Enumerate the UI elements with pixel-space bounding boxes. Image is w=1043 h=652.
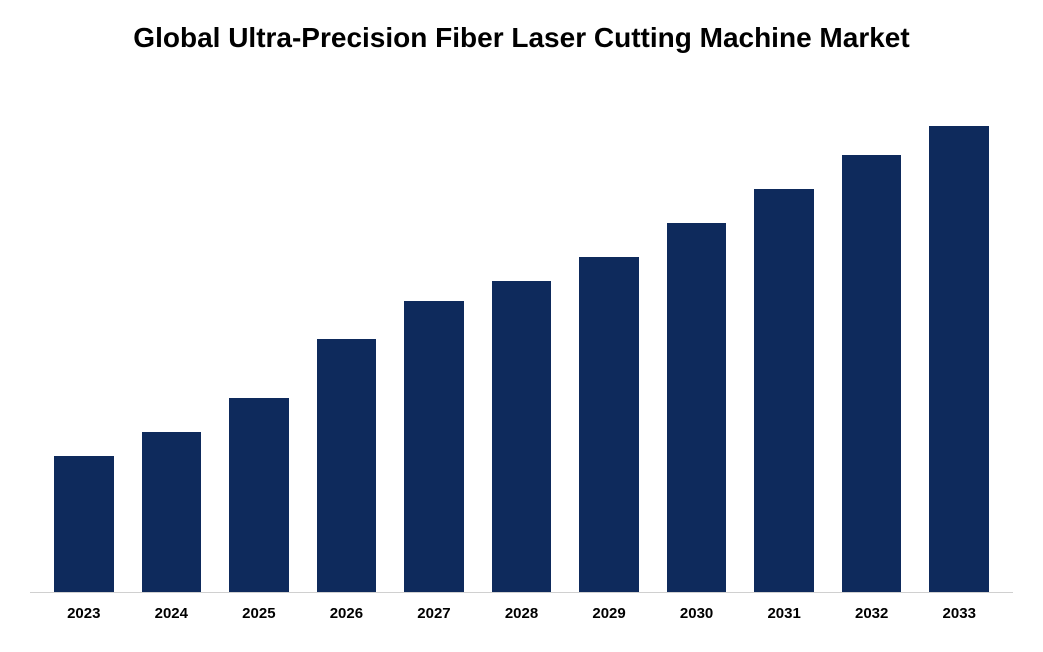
bar-group <box>40 106 128 592</box>
bar <box>142 432 202 592</box>
x-axis-label: 2031 <box>740 605 828 622</box>
bar <box>579 257 639 592</box>
x-axis-label: 2028 <box>478 605 566 622</box>
bar-group <box>828 106 916 592</box>
x-axis-label: 2032 <box>828 605 916 622</box>
bar <box>929 126 989 592</box>
x-axis-label: 2029 <box>565 605 653 622</box>
bar-group <box>915 106 1003 592</box>
bar-group <box>128 106 216 592</box>
bar <box>667 223 727 592</box>
bar <box>404 301 464 592</box>
x-axis-label: 2027 <box>390 605 478 622</box>
chart-container: Global Ultra-Precision Fiber Laser Cutti… <box>0 0 1043 652</box>
bar <box>317 339 377 592</box>
bar <box>754 189 814 592</box>
x-axis-label: 2026 <box>303 605 391 622</box>
bar <box>842 155 902 592</box>
bar <box>492 281 552 592</box>
bar-group <box>215 106 303 592</box>
bar-group <box>653 106 741 592</box>
chart-title: Global Ultra-Precision Fiber Laser Cutti… <box>30 20 1013 56</box>
chart-area: 2023202420252026202720282029203020312032… <box>30 106 1013 622</box>
x-axis-label: 2033 <box>915 605 1003 622</box>
bar-group <box>740 106 828 592</box>
bar <box>54 456 114 592</box>
bar-group <box>303 106 391 592</box>
bar-group <box>390 106 478 592</box>
x-axis-label: 2025 <box>215 605 303 622</box>
x-axis-label: 2030 <box>653 605 741 622</box>
bar <box>229 398 289 592</box>
bar-group <box>478 106 566 592</box>
x-axis-label: 2023 <box>40 605 128 622</box>
bars-container <box>30 106 1013 593</box>
x-axis-label: 2024 <box>128 605 216 622</box>
x-axis-labels: 2023202420252026202720282029203020312032… <box>30 593 1013 622</box>
bar-group <box>565 106 653 592</box>
